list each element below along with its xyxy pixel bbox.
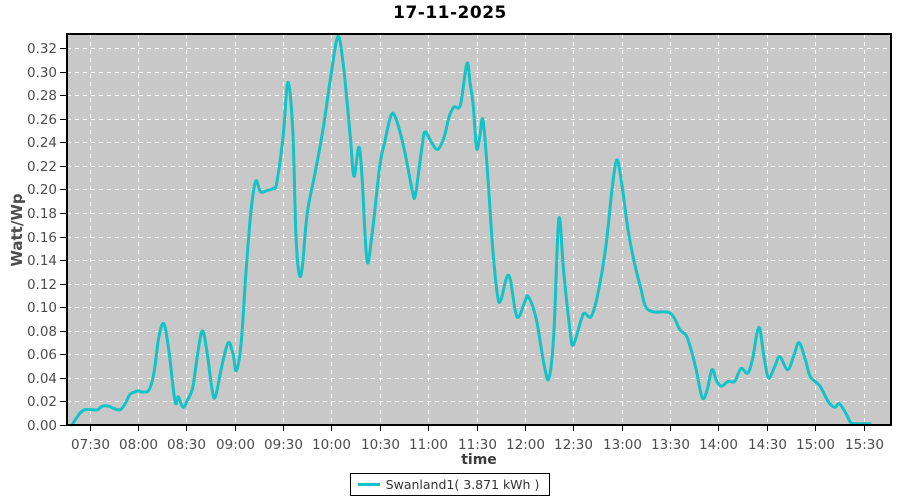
x-tick-label: 12:00 bbox=[506, 437, 545, 453]
y-tick-label: 0.06 bbox=[27, 347, 57, 363]
y-tick-label: 0.16 bbox=[27, 230, 57, 246]
x-tick-label: 09:00 bbox=[216, 437, 255, 453]
x-tick-label: 14:30 bbox=[748, 437, 787, 453]
y-tick-label: 0.18 bbox=[27, 206, 57, 222]
legend-series-label: Swanland1( 3.871 kWh ) bbox=[385, 477, 540, 492]
x-tick-label: 09:30 bbox=[264, 437, 303, 453]
x-tick-label: 14:00 bbox=[699, 437, 738, 453]
y-tick-label: 0.22 bbox=[27, 159, 57, 175]
x-axis-title: time bbox=[461, 452, 497, 468]
x-tick-label: 10:00 bbox=[312, 437, 351, 453]
x-tick-label: 15:00 bbox=[796, 437, 835, 453]
series-line bbox=[70, 34, 872, 427]
y-tick-label: 0.20 bbox=[27, 182, 57, 198]
y-tick-label: 0.14 bbox=[27, 253, 57, 269]
legend-box: Swanland1( 3.871 kWh ) bbox=[349, 473, 551, 496]
x-tick-label: 10:30 bbox=[361, 437, 400, 453]
x-tick-label: 08:30 bbox=[167, 437, 206, 453]
legend-line-swatch bbox=[357, 483, 380, 486]
x-tick-label: 08:00 bbox=[119, 437, 158, 453]
y-tick-label: 0.26 bbox=[27, 112, 57, 128]
x-tick-label: 11:00 bbox=[409, 437, 448, 453]
y-tick-label: 0.08 bbox=[27, 324, 57, 340]
legend: Swanland1( 3.871 kWh ) bbox=[0, 473, 900, 496]
y-tick-label: 0.12 bbox=[27, 277, 57, 293]
x-tick-label: 13:30 bbox=[651, 437, 690, 453]
y-tick-label: 0.32 bbox=[27, 41, 57, 57]
chart-title: 17-11-2025 bbox=[393, 3, 507, 23]
x-tick-label: 13:00 bbox=[603, 437, 642, 453]
x-tick-label: 12:30 bbox=[554, 437, 593, 453]
y-tick-label: 0.28 bbox=[27, 88, 57, 104]
y-tick-label: 0.10 bbox=[27, 300, 57, 316]
x-tick-label: 07:30 bbox=[71, 437, 110, 453]
y-tick-label: 0.00 bbox=[27, 418, 57, 434]
y-tick-label: 0.04 bbox=[27, 371, 57, 387]
x-tick-label: 11:30 bbox=[458, 437, 497, 453]
plot-border bbox=[66, 33, 892, 426]
x-tick-label: 15:30 bbox=[845, 437, 884, 453]
y-tick-label: 0.02 bbox=[27, 394, 57, 410]
y-tick-label: 0.30 bbox=[27, 65, 57, 81]
y-tick-label: 0.24 bbox=[27, 135, 57, 151]
